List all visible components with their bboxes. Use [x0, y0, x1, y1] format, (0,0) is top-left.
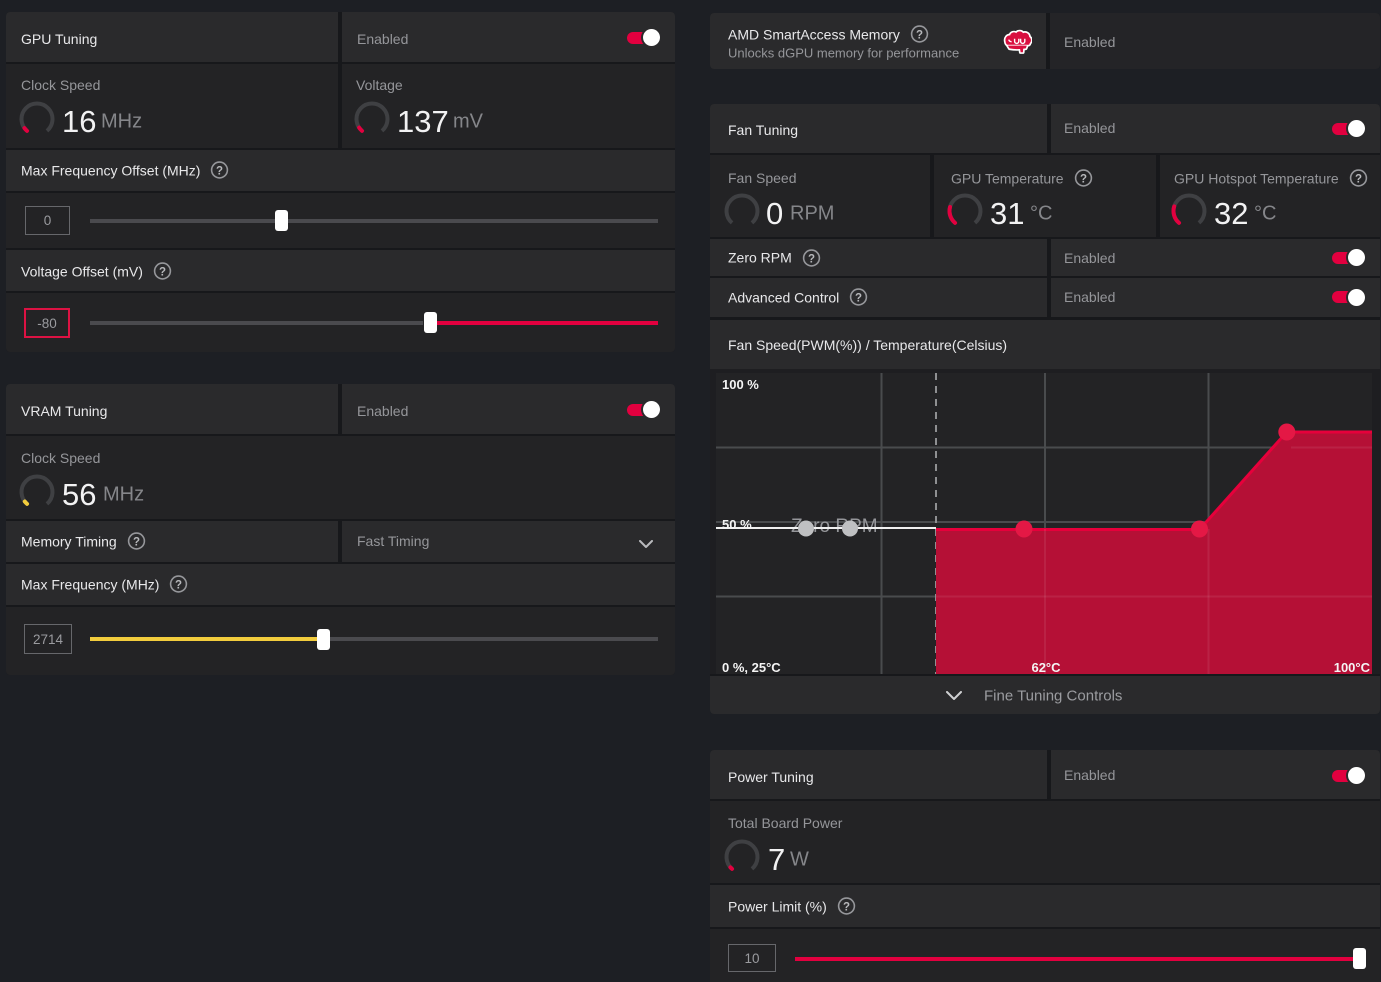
svg-text:?: ? — [808, 253, 815, 265]
svg-text:0 %, 25°C: 0 %, 25°C — [722, 660, 781, 674]
svg-text:?: ? — [1355, 173, 1362, 185]
svg-text:100°C: 100°C — [1334, 660, 1371, 674]
svg-text:62°C: 62°C — [1031, 660, 1061, 674]
svg-text:?: ? — [916, 29, 923, 41]
svg-text:?: ? — [216, 165, 223, 177]
svg-text:?: ? — [175, 579, 182, 591]
svg-text:?: ? — [1080, 173, 1087, 185]
svg-text:?: ? — [133, 536, 140, 548]
svg-text:?: ? — [855, 292, 862, 304]
svg-text:100 %: 100 % — [722, 377, 759, 392]
svg-text:?: ? — [159, 266, 166, 278]
svg-text:50 %: 50 % — [722, 517, 752, 532]
svg-text:?: ? — [843, 901, 850, 913]
